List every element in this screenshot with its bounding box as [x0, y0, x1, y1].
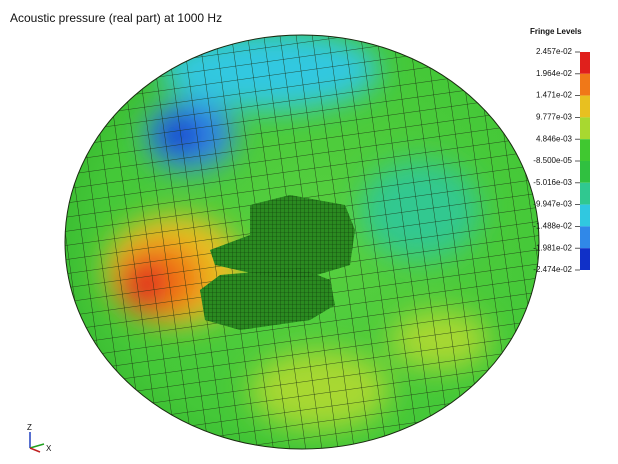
legend-swatch [580, 52, 590, 74]
legend-swatch [580, 205, 590, 227]
legend-label: 4.846e-03 [536, 134, 573, 143]
screenshot: Acoustic pressure (real part) at 1000 Hz… [0, 0, 618, 464]
axis-z: Z [27, 423, 32, 432]
legend-swatch [580, 183, 590, 205]
legend-swatch [580, 248, 590, 270]
legend-swatch [580, 226, 590, 248]
legend-label: -1.981e-02 [533, 243, 572, 252]
legend-label: 1.471e-02 [536, 91, 573, 100]
legend-swatch [580, 139, 590, 161]
legend-label: -9.947e-03 [533, 200, 572, 209]
legend-label: -1.488e-02 [533, 222, 572, 231]
legend-swatch [580, 161, 590, 183]
axis-triad: Z X [27, 423, 52, 453]
legend-title: Fringe Levels [530, 27, 582, 36]
legend-swatch [580, 117, 590, 139]
legend-label: 2.457e-02 [536, 47, 573, 56]
legend-swatch [580, 96, 590, 118]
legend-swatch [580, 74, 590, 96]
legend-label: 9.777e-03 [536, 113, 573, 122]
axis-x: X [46, 444, 52, 453]
legend-label: 1.964e-02 [536, 69, 573, 78]
legend-label: -8.500e-05 [533, 156, 572, 165]
title: Acoustic pressure (real part) at 1000 Hz [10, 11, 222, 25]
legend-label: -2.474e-02 [533, 265, 572, 274]
legend-label: -5.016e-03 [533, 178, 572, 187]
